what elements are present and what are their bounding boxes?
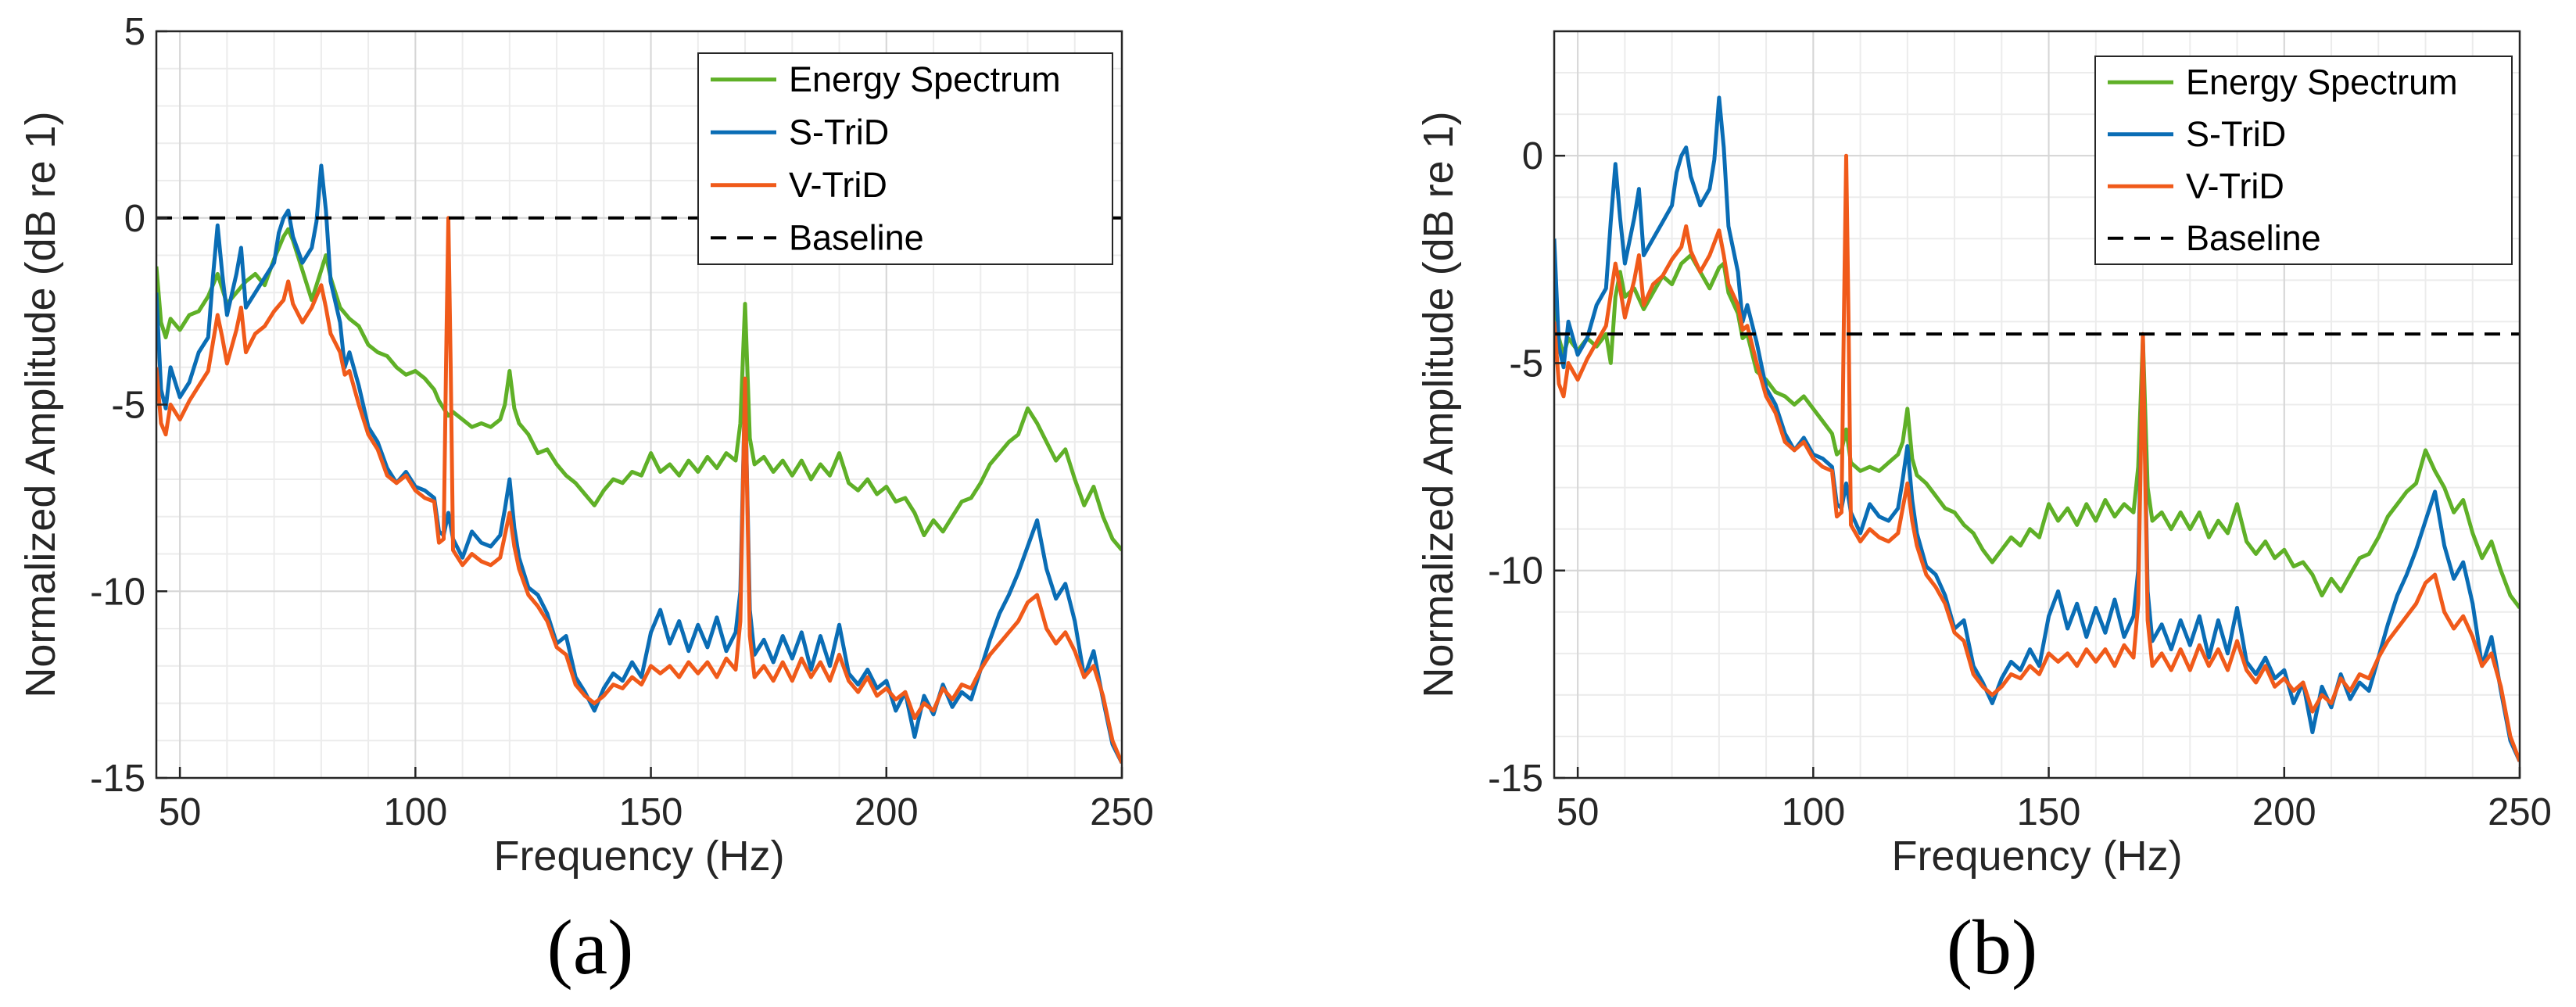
y-tick-label: 0 — [124, 198, 145, 240]
legend-label: Energy Spectrum — [789, 59, 1061, 99]
x-tick-label: 200 — [854, 791, 919, 833]
series-line-v-trid — [156, 216, 1122, 764]
series-line-v-trid — [1554, 153, 2520, 762]
axes-frame — [1553, 30, 2521, 779]
legend-label: V-TriD — [2186, 166, 2284, 206]
x-tick-label: 250 — [1090, 791, 1154, 833]
panel-caption: (a) — [547, 904, 634, 991]
chart-panel-2: 50 100 150 200 250 -15 -10 -5 0 Frequency (Hz) Nor… — [1415, 30, 2552, 991]
legend-box — [697, 52, 1113, 265]
x-axis-label: Frequency (Hz) — [493, 833, 784, 880]
x-tick-label: 150 — [2017, 791, 2081, 833]
legend: Energy Spectrum S-TriD V-TriD Baseline — [2094, 56, 2513, 265]
series-line-energy-spectrum — [156, 227, 1122, 552]
y-tick-label: -15 — [90, 758, 145, 800]
y-axis-label: Normalized Amplitude (dB re 1) — [17, 111, 64, 697]
x-tick-label: 50 — [1557, 791, 1600, 833]
y-tick-label: -10 — [90, 571, 145, 613]
y-tick-label: -15 — [1488, 758, 1543, 800]
x-tick-label: 100 — [1781, 791, 1845, 833]
legend: Energy Spectrum S-TriD V-TriD Baseline — [697, 52, 1113, 265]
series-group — [1554, 95, 2520, 762]
y-tick-label: -10 — [1488, 550, 1543, 593]
legend-box — [2094, 56, 2513, 265]
legend-label: V-TriD — [789, 165, 887, 205]
x-axis-label: Frequency (Hz) — [1891, 833, 2182, 880]
y-tick-label: -5 — [111, 385, 145, 427]
y-tick-label: 0 — [1522, 135, 1543, 177]
legend-label: Energy Spectrum — [2186, 62, 2458, 102]
legend-label: Baseline — [2186, 218, 2321, 258]
legend-label: S-TriD — [789, 112, 889, 152]
y-axis-label: Normalized Amplitude (dB re 1) — [1415, 111, 1462, 697]
legend-label: S-TriD — [2186, 114, 2286, 154]
legend-label: Baseline — [789, 217, 924, 257]
x-tick-label: 150 — [619, 791, 683, 833]
x-tick-label: 200 — [2252, 791, 2316, 833]
y-tick-label: 5 — [124, 11, 145, 53]
x-tick-label: 250 — [2488, 791, 2552, 833]
chart-panel-1: 50 100 150 200 250 -15 -10 -5 0 5 Frequency (Hz) No… — [17, 11, 1154, 991]
x-tick-label: 100 — [383, 791, 447, 833]
x-tick-label: 50 — [159, 791, 202, 833]
y-tick-label: -5 — [1509, 342, 1543, 385]
panel-caption: (b) — [1947, 904, 2038, 991]
